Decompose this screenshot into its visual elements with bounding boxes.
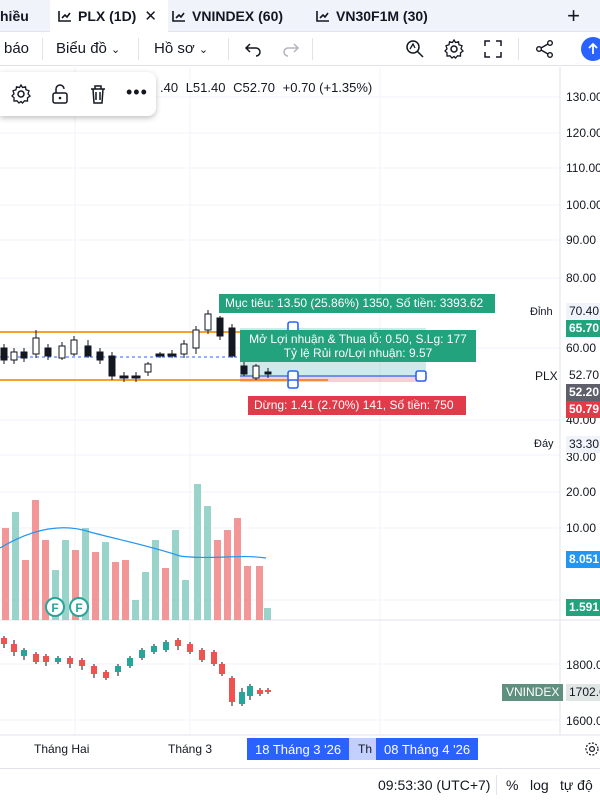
gear-icon[interactable]	[584, 741, 600, 757]
right-handle	[415, 370, 427, 382]
dividend-markers: F F	[45, 597, 89, 617]
ohlc-low: L51.40	[185, 80, 226, 95]
divider	[312, 38, 313, 60]
tab-label: PLX (1D)	[78, 8, 137, 24]
profile-menu-label: Hồ sơ	[154, 40, 195, 57]
volume-ma-box: 8.051	[566, 551, 600, 568]
tab-label: VNINDEX (60)	[192, 8, 284, 24]
start-date-pill[interactable]: 18 Tháng 3 '26	[247, 738, 350, 760]
symbol-label: PLX	[535, 369, 558, 383]
price-tick: 110.00	[566, 161, 600, 175]
chart-menu-label: Biểu đồ	[56, 40, 107, 57]
gear-icon[interactable]	[10, 83, 32, 105]
volume-bars	[2, 484, 271, 620]
divider	[228, 38, 229, 60]
high-label: Đỉnh	[530, 306, 553, 318]
divider	[42, 38, 43, 60]
tab-label: VN30F1M (30)	[336, 8, 428, 24]
risk-reward-line: Tỷ lệ Rủi ro/Lợi nhuận: 9.57	[283, 346, 433, 360]
report-menu[interactable]: báo	[4, 40, 30, 57]
low-value: 33.30	[566, 436, 600, 453]
month-label-partial: Th	[358, 742, 373, 756]
redo-icon[interactable]	[280, 38, 302, 60]
price-tick: 90.00	[566, 233, 597, 247]
gear-icon[interactable]	[443, 38, 465, 60]
chevron-down-icon: ⌄	[198, 44, 209, 56]
divider	[496, 775, 497, 795]
high-value: 70.40	[566, 303, 600, 320]
tab-partial[interactable]: hiều	[0, 0, 46, 32]
ohlc-close: C52.70	[233, 80, 276, 95]
index-tick: 1800.00	[566, 658, 600, 672]
unlock-icon[interactable]	[49, 83, 71, 105]
candles	[0, 310, 272, 382]
price-tick: 80.00	[566, 271, 597, 285]
log-toggle[interactable]: log	[530, 777, 549, 793]
low-label: Đáy	[534, 438, 554, 450]
more-icon[interactable]: •••	[126, 82, 148, 102]
undo-icon[interactable]	[242, 38, 264, 60]
target-label: Mục tiêu: 13.50 (25.86%) 1350, Số tiền: …	[219, 294, 495, 313]
ohlc-legend: .40 L51.40 C52.70 +0.70 (+1.35%)	[160, 80, 376, 95]
price-tick: 20.00	[566, 485, 597, 499]
pnl-label: Mở Lợi nhuận & Thua lỗ: 0.50, S.Lg: 177 …	[240, 330, 476, 362]
tab-vn30f1m[interactable]: VN30F1M (30)	[316, 0, 456, 32]
indicator-search-icon[interactable]	[404, 38, 426, 60]
chart-icon	[316, 11, 329, 22]
tab-plx[interactable]: PLX (1D) ✕	[50, 0, 168, 32]
svg-text:F: F	[75, 601, 82, 615]
stop-label: Dừng: 1.41 (2.70%) 141, Số tiền: 750	[248, 396, 466, 415]
price-tick: 100.00	[566, 198, 600, 212]
tab-bar: hiều PLX (1D) ✕ VNINDEX (60) VN30F1M (30…	[0, 0, 600, 32]
trash-icon[interactable]	[87, 83, 109, 105]
price-tick: 130.00	[566, 90, 600, 104]
tab-vnindex[interactable]: VNINDEX (60)	[170, 0, 310, 32]
divider	[518, 38, 519, 60]
close-icon[interactable]: ✕	[144, 8, 157, 25]
loss-zone	[240, 376, 426, 382]
price-tick: 10.00	[566, 521, 597, 535]
index-name-box: VNINDEX	[502, 684, 564, 701]
clock: 09:53:30 (UTC+7)	[378, 777, 491, 793]
price-tick: 60.00	[566, 341, 597, 355]
index-value-box: 1702.6	[566, 684, 600, 701]
month-label: Tháng Hai	[34, 742, 90, 756]
index-tick: 1600.00	[566, 714, 600, 728]
volume-box: 1.591	[566, 599, 600, 616]
month-label: Tháng 3	[168, 742, 213, 756]
chart-menu[interactable]: Biểu đồ ⌄	[56, 40, 120, 57]
price-tick: 30.00	[566, 450, 597, 464]
status-bar: 09:53:30 (UTC+7) % log tự độ	[0, 768, 600, 800]
profile-menu[interactable]: Hồ sơ ⌄	[154, 40, 208, 57]
add-tab-icon[interactable]: +	[567, 3, 580, 28]
entry-price-box: 52.20	[566, 384, 600, 401]
chevron-down-icon: ⌄	[111, 44, 121, 56]
divider	[138, 38, 139, 60]
last-price-box: 52.70	[566, 367, 600, 384]
share-icon[interactable]	[534, 38, 556, 60]
end-date-pill[interactable]: 08 Tháng 4 '26	[376, 738, 479, 760]
svg-text:F: F	[51, 601, 58, 615]
chart-icon	[172, 11, 185, 22]
drawing-toolbar: •••	[0, 72, 156, 116]
publish-icon[interactable]	[580, 36, 600, 62]
chart-icon	[58, 11, 71, 22]
pnl-line: Mở Lợi nhuận & Thua lỗ: 0.50, S.Lg: 177	[249, 332, 467, 346]
price-tick: 120.00	[566, 126, 600, 140]
chart-canvas[interactable]: F F	[0, 67, 600, 767]
volume-ma-line	[0, 527, 267, 559]
tab-label: hiều	[0, 8, 29, 24]
index-candles	[1, 636, 271, 706]
toolbar: báo Biểu đồ ⌄ Hồ sơ ⌄	[0, 32, 600, 66]
fullscreen-icon[interactable]	[482, 38, 504, 60]
stop-handle	[287, 379, 299, 389]
auto-toggle[interactable]: tự độ	[560, 777, 593, 793]
percent-toggle[interactable]: %	[506, 777, 519, 793]
stop-price-box: 50.79	[566, 401, 600, 418]
ohlc-change: +0.70 (+1.35%)	[282, 80, 373, 95]
ohlc-open: .40	[160, 80, 179, 95]
target-price-box: 65.70	[566, 320, 600, 337]
